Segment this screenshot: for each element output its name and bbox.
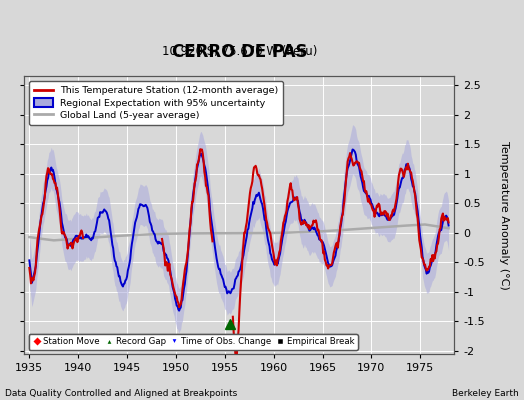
Text: Berkeley Earth: Berkeley Earth [452,389,519,398]
Legend: Station Move, Record Gap, Time of Obs. Change, Empirical Break: Station Move, Record Gap, Time of Obs. C… [29,334,358,350]
Y-axis label: Temperature Anomaly (°C): Temperature Anomaly (°C) [499,141,509,290]
Title: CERRO DE PAS: CERRO DE PAS [172,43,307,61]
Text: Data Quality Controlled and Aligned at Breakpoints: Data Quality Controlled and Aligned at B… [5,389,237,398]
Text: 10.920 S, 75.670 W (Peru): 10.920 S, 75.670 W (Peru) [162,46,317,58]
